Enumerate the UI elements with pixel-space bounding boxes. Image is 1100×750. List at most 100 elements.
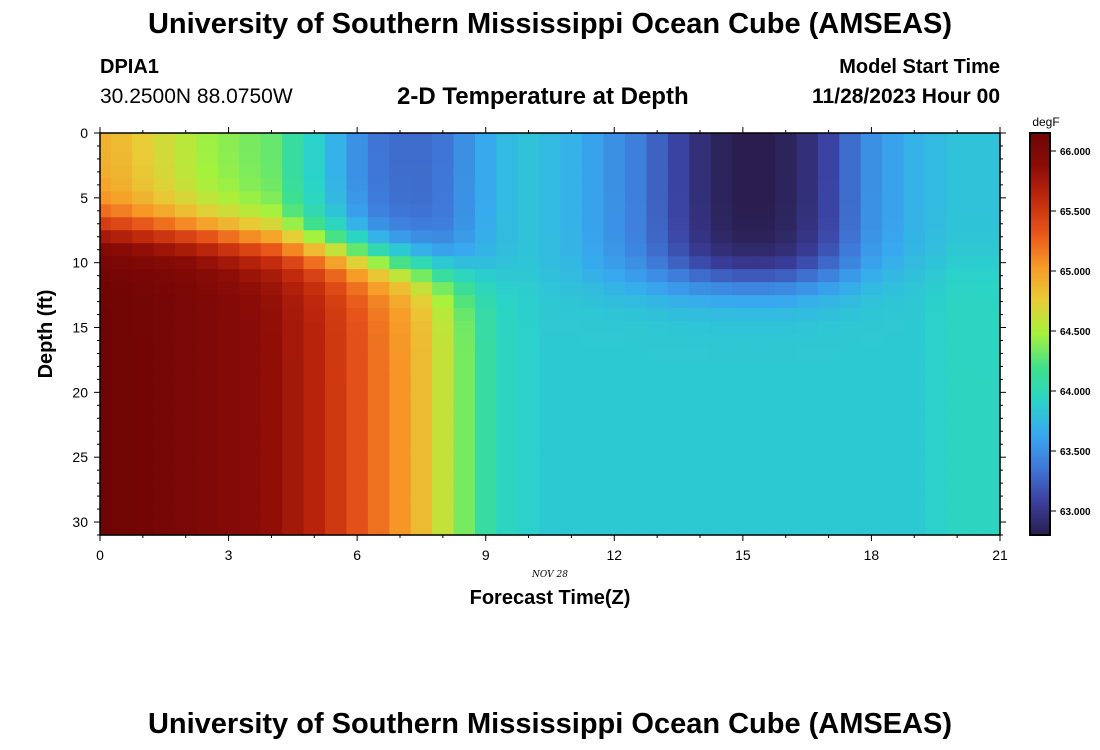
heatmap-cell — [260, 502, 283, 517]
heatmap-cell — [325, 256, 348, 270]
heatmap-cell — [646, 243, 669, 257]
heatmap-cell — [410, 476, 433, 491]
heatmap-cell — [367, 133, 390, 141]
heatmap-cell — [817, 256, 840, 270]
heatmap-cell — [453, 372, 476, 387]
heatmap-cell — [689, 295, 712, 309]
heatmap-cell — [346, 515, 369, 530]
heatmap-cell — [110, 269, 133, 283]
heatmap-cell — [475, 424, 498, 439]
heatmap-cell — [367, 450, 390, 465]
heatmap-cell — [989, 515, 1001, 530]
heatmap-cell — [196, 385, 219, 400]
heatmap-cell — [282, 269, 305, 283]
heatmap-cell — [389, 308, 412, 322]
heatmap-cell — [560, 152, 583, 167]
heatmap-cell — [796, 437, 819, 452]
heatmap-cell — [517, 398, 540, 413]
heatmap-cell — [260, 372, 283, 387]
heatmap-cell — [132, 178, 155, 192]
heatmap-cell — [732, 165, 755, 179]
heatmap-cell — [925, 321, 948, 335]
heatmap-cell — [817, 204, 840, 218]
heatmap-cell — [239, 133, 262, 141]
colorbar-tick-label: 65.000 — [1060, 267, 1091, 278]
heatmap-cell — [282, 139, 305, 154]
heatmap-cell — [860, 385, 883, 400]
heatmap-cell — [946, 450, 969, 465]
heatmap-cell — [989, 476, 1001, 491]
heatmap-cell — [989, 282, 1001, 296]
heatmap-cell — [153, 321, 176, 335]
heatmap-cell — [217, 178, 240, 192]
heatmap-cell — [239, 282, 262, 296]
heatmap-cell — [732, 424, 755, 439]
heatmap-cell — [217, 191, 240, 205]
heatmap-cell — [667, 191, 690, 205]
heatmap-cell — [539, 398, 562, 413]
heatmap-cell — [389, 515, 412, 530]
heatmap-cell — [882, 204, 905, 218]
heatmap-cell — [667, 411, 690, 426]
heatmap-cell — [217, 411, 240, 426]
heatmap-cell — [775, 385, 798, 400]
heatmap-cell — [325, 152, 348, 167]
heatmap-cell — [925, 463, 948, 478]
heatmap-cell — [667, 282, 690, 296]
heatmap-cell — [196, 437, 219, 452]
heatmap-cell — [967, 346, 990, 361]
heatmap-cell — [496, 450, 519, 465]
heatmap-cell — [260, 321, 283, 335]
heatmap-cell — [989, 450, 1001, 465]
heatmap-cell — [882, 515, 905, 530]
heatmap-cell — [175, 217, 198, 231]
heatmap-cell — [367, 269, 390, 283]
heatmap-cell — [217, 204, 240, 218]
heatmap-cell — [517, 243, 540, 257]
heatmap-cell — [110, 476, 133, 491]
heatmap-cell — [817, 463, 840, 478]
heatmap-cell — [453, 359, 476, 374]
heatmap-cell — [260, 204, 283, 218]
heatmap-cell — [110, 295, 133, 309]
heatmap-cell — [217, 133, 240, 141]
heatmap-cell — [946, 334, 969, 348]
heatmap-cell — [603, 334, 626, 348]
heatmap-cell — [860, 133, 883, 141]
heatmap-cell — [903, 385, 926, 400]
heatmap-cell — [689, 152, 712, 167]
heatmap-cell — [582, 515, 605, 530]
heatmap-cell — [796, 165, 819, 179]
heatmap-cell — [925, 334, 948, 348]
heatmap-cell — [496, 528, 519, 536]
heatmap-cell — [303, 476, 326, 491]
heatmap-cell — [496, 476, 519, 491]
heatmap-cell — [775, 230, 798, 244]
heatmap-cell — [560, 463, 583, 478]
heatmap-cell — [389, 528, 412, 536]
heatmap-cell — [260, 243, 283, 257]
heatmap-cell — [132, 230, 155, 244]
heatmap-cell — [882, 476, 905, 491]
heatmap-cell — [260, 230, 283, 244]
heatmap-cell — [517, 359, 540, 374]
heatmap-cell — [539, 502, 562, 517]
heatmap-cell — [475, 282, 498, 296]
heatmap-cell — [496, 217, 519, 231]
heatmap-cell — [100, 489, 112, 504]
heatmap-cell — [775, 308, 798, 322]
heatmap-cell — [132, 204, 155, 218]
heatmap-cell — [732, 476, 755, 491]
heatmap-cell — [132, 295, 155, 309]
heatmap-cell — [860, 450, 883, 465]
heatmap-cell — [667, 359, 690, 374]
heatmap-cell — [346, 372, 369, 387]
heatmap-cell — [175, 385, 198, 400]
heatmap-cell — [389, 346, 412, 361]
heatmap-cell — [475, 437, 498, 452]
heatmap-cell — [539, 463, 562, 478]
heatmap-cell — [882, 256, 905, 270]
heatmap-cell — [110, 502, 133, 517]
heatmap-cell — [753, 295, 776, 309]
heatmap-cell — [239, 256, 262, 270]
